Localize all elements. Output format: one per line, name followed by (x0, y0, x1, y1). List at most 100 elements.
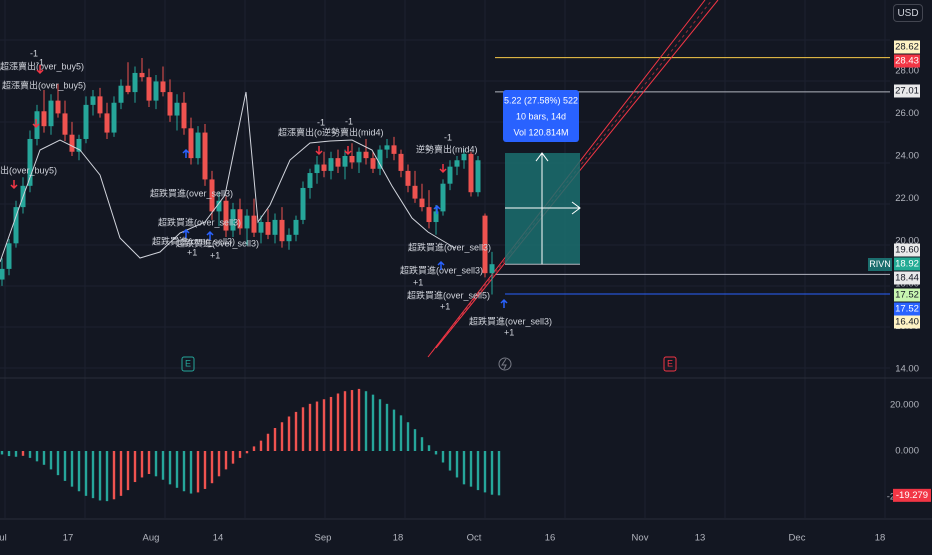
price-tag-value: 17.52 (895, 304, 919, 315)
time-axis-label: 18 (393, 533, 404, 544)
oscillator-bar (448, 451, 452, 471)
oscillator-bar (252, 446, 256, 451)
signal-label: 逆勢賣出(mid4) (416, 143, 478, 154)
signal-label: +1 (440, 301, 450, 311)
oscillator-bar (413, 429, 417, 451)
position-info-box (503, 90, 579, 142)
time-axis-label: Nov (632, 533, 649, 544)
candle-body (307, 173, 313, 188)
signal-label: -1 (30, 48, 38, 58)
candle-body (405, 170, 411, 186)
oscillator-bar (224, 451, 228, 470)
oscillator-bar (154, 451, 158, 477)
oscillator-bar (147, 451, 151, 474)
candle-body (468, 153, 474, 193)
candle-body (426, 207, 432, 223)
oscillator-bar (70, 451, 74, 487)
candle-body (83, 104, 89, 139)
oscillator-axis-tick: 0.000 (895, 446, 919, 457)
candle-body (391, 145, 397, 154)
sell-signal-arrow (344, 146, 352, 156)
time-axis-label: 14 (213, 533, 224, 544)
signal-label: -1 (345, 116, 353, 126)
candle-body (230, 209, 236, 231)
price-axis-tick: 14.00 (895, 364, 919, 375)
oscillator-bar (56, 451, 60, 476)
oscillator-bar (112, 451, 116, 500)
buy-signal-arrow (182, 228, 190, 238)
candle-body (342, 156, 348, 167)
oscillator-bar (287, 416, 291, 451)
candle-body (76, 138, 82, 152)
candle-body (244, 215, 250, 229)
oscillator-bar (469, 451, 473, 487)
candle-body (258, 222, 264, 233)
signal-label: 超漲賣出(over_buy5) (2, 79, 86, 90)
candle-body (447, 166, 453, 184)
oscillator-bar (483, 451, 487, 493)
time-axis-label: 17 (63, 533, 74, 544)
oscillator-bar (91, 451, 95, 499)
oscillator-bar (364, 391, 368, 451)
price-tag (894, 54, 920, 68)
time-axis-label: 18 (875, 533, 886, 544)
price-tag (894, 288, 920, 302)
signal-label: 超跌買進(over_sell3) (158, 216, 241, 227)
oscillator-bar (399, 415, 403, 451)
candle-body (0, 268, 5, 280)
oscillator-bar (308, 403, 312, 451)
candle-body (132, 72, 138, 93)
oscillator-bar (35, 451, 39, 462)
ticker-tag (868, 258, 892, 271)
price-tag-value: 28.62 (895, 42, 919, 53)
oscillator-bar (203, 451, 207, 489)
time-axis-label: 13 (695, 533, 706, 544)
oscillator-bar (168, 451, 172, 485)
signal-label: 超漲賣出(o逆勢賣出(mid4) (278, 126, 384, 137)
candle-body (69, 134, 75, 152)
signal-label: +1 (413, 277, 423, 287)
oscillator-bar (105, 451, 109, 502)
candle-body (272, 219, 278, 235)
signal-label: -1 (317, 117, 325, 127)
price-tag-value: 27.01 (895, 86, 919, 97)
price-tag-value: 17.52 (895, 290, 919, 301)
oscillator-bar (42, 451, 46, 465)
candle-body (48, 100, 54, 127)
oscillator-bar (392, 409, 396, 451)
oscillator-bar (315, 401, 319, 451)
oscillator-bar (441, 451, 445, 463)
candle-body (111, 102, 117, 133)
oscillator-bar (245, 451, 249, 454)
candle-body (482, 215, 488, 274)
sell-signal-arrow (10, 180, 18, 190)
sell-signal-arrow (36, 65, 44, 75)
time-axis-label: Dec (789, 533, 806, 544)
oscillator-bar (266, 433, 270, 451)
oscillator-bar (210, 451, 214, 484)
oscillator-bar (371, 394, 375, 451)
oscillator-bar (259, 440, 263, 451)
buy-signal-arrow (206, 230, 214, 240)
currency-button[interactable]: USD (893, 4, 923, 22)
buy-signal-arrow (500, 298, 508, 308)
oscillator-axis-tick: 20.000 (890, 400, 919, 411)
candle-body (223, 200, 229, 231)
lightning-icon (501, 358, 507, 370)
signal-label: 超跌買進(over_sell3) (152, 235, 235, 246)
oscillator-bar (189, 451, 193, 494)
candle-body (13, 207, 19, 244)
price-axis-tick: 20.00 (895, 236, 919, 247)
candle-body (97, 96, 103, 114)
candle-body (328, 158, 334, 171)
oscillator-bar (49, 451, 53, 470)
signal-label: 超跌買進(over_sell3) (469, 315, 552, 326)
candle-body (125, 85, 131, 93)
position-arrow-head (571, 201, 581, 215)
candle-body (454, 160, 460, 167)
price-tag (894, 84, 920, 98)
oscillator-bar (175, 451, 179, 488)
candle-body (251, 215, 257, 233)
